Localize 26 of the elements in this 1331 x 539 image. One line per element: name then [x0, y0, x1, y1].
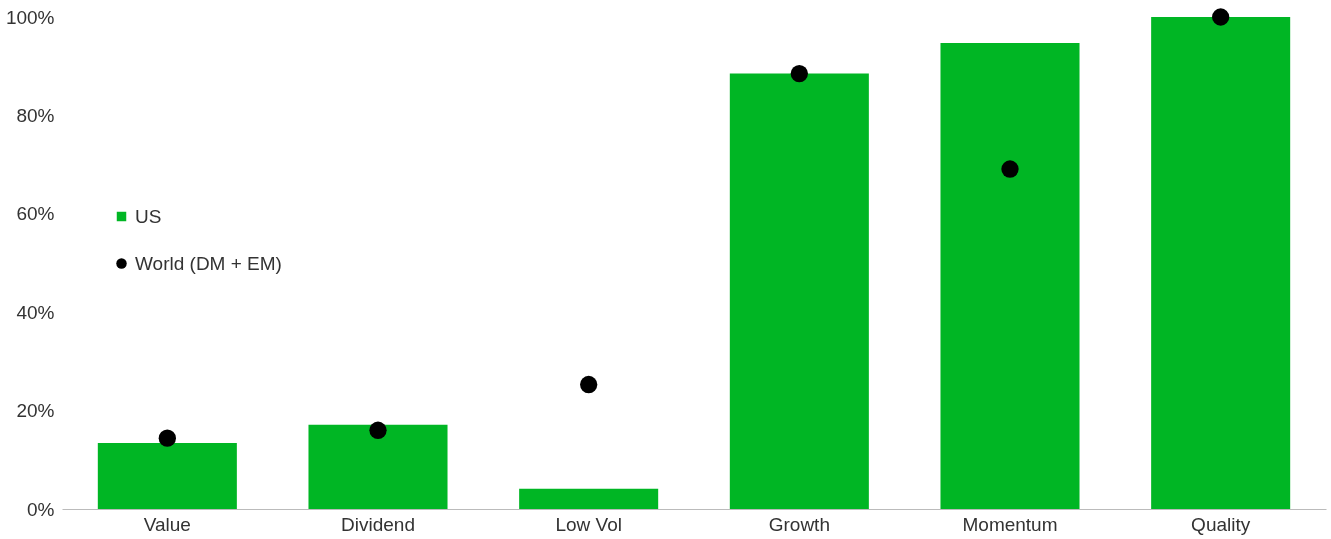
bar [519, 488, 659, 509]
point [1212, 8, 1230, 26]
bar [308, 424, 448, 509]
x-tick-label: Value [143, 513, 191, 535]
bar [729, 73, 869, 509]
y-tick-label: 0% [27, 498, 55, 520]
point [790, 64, 808, 83]
bar [1151, 17, 1291, 509]
y-tick-label: 40% [16, 301, 55, 323]
x-tick-label: Dividend [341, 513, 415, 535]
legend-label: World (DM + EM) [135, 252, 282, 274]
y-tick-label: 60% [16, 203, 55, 225]
y-tick-label: 100% [5, 6, 55, 28]
point [158, 429, 176, 447]
y-tick-label: 20% [16, 400, 55, 422]
x-tick-label: Momentum [962, 513, 1058, 535]
x-tick-label: Quality [1191, 513, 1251, 535]
point [580, 375, 598, 394]
x-tick-label: Low Vol [555, 513, 622, 535]
y-tick-label: 80% [16, 104, 55, 126]
legend-label: US [135, 205, 162, 227]
point [1001, 160, 1019, 178]
x-tick-label: Growth [768, 513, 830, 535]
bar [97, 443, 237, 509]
point [369, 421, 387, 439]
bar [940, 43, 1080, 509]
